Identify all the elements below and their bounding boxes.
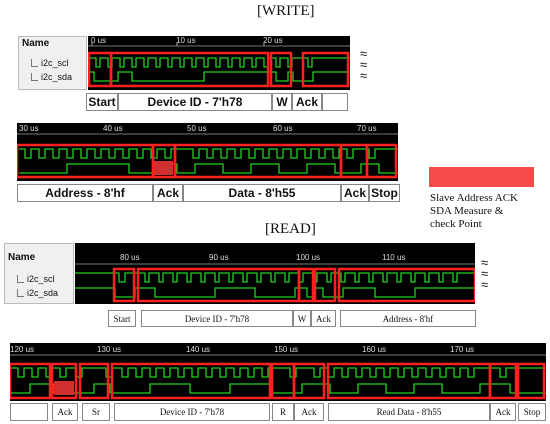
signal-icon (17, 275, 24, 283)
name-header: Name (22, 38, 50, 49)
field-ack: Ack (292, 93, 322, 111)
tick-label: 90 us (209, 253, 229, 262)
field-ack: Ack (311, 310, 336, 327)
tick-label: 10 us (176, 36, 196, 45)
tick-label: 50 us (187, 124, 207, 133)
field-address: Address - 8'hf (17, 184, 153, 202)
waveform-panel-3: 80 us 90 us 100 us 110 us (75, 243, 475, 304)
tick-label: 0 us (91, 36, 107, 45)
tick-label: 160 us (362, 345, 387, 354)
tick-label: 120 us (10, 345, 35, 354)
tick-label: 80 us (120, 253, 140, 262)
field-write-bit: W (272, 93, 292, 111)
field-address: Address - 8'hf (340, 310, 476, 327)
tick-label: 130 us (97, 345, 122, 354)
write-title: [WRITE] (257, 3, 315, 19)
waveform-traces-3 (75, 263, 475, 303)
field-ack: Ack (52, 403, 78, 421)
waveform-panel-4: 120 us 130 us 140 us 150 us 160 us 170 u… (10, 343, 546, 401)
tick-label: 70 us (357, 124, 377, 133)
field-blank (322, 93, 348, 111)
legend-text: Slave Address ACK SDA Measure & check Po… (430, 192, 518, 230)
field-ack: Ack (341, 184, 369, 202)
signal-scl-label: i2c_scl (31, 58, 69, 68)
tick-label: 20 us (263, 36, 283, 45)
signal-name-panel-3: Name i2c_scl i2c_sda (4, 243, 74, 304)
tick-label: 40 us (103, 124, 123, 133)
field-stop: Stop (369, 184, 400, 202)
waveform-traces-1 (88, 42, 350, 88)
field-device-id: Device ID - 7'h78 (118, 93, 272, 111)
signal-sda-label: i2c_sda (31, 72, 72, 82)
field-ack: Ack (294, 403, 324, 421)
tick-label: 140 us (186, 345, 211, 354)
waveform-panel-1: 0 us 10 us 20 us (88, 36, 350, 90)
signal-icon (31, 73, 38, 81)
field-start: Start (108, 310, 136, 327)
field-read-bit: R (272, 403, 294, 421)
field-ack: Ack (490, 403, 516, 421)
waveform-continuation-icon: ≈ ≈ ≈ (481, 255, 489, 292)
field-device-id: Device ID - 7'h78 (114, 403, 270, 421)
tick-label: 100 us (296, 253, 321, 262)
waveform-panel-2: 30 us 40 us 50 us 60 us 70 us (17, 123, 398, 181)
field-device-id: Device ID - 7'h78 (141, 310, 293, 327)
tick-label: 30 us (19, 124, 39, 133)
legend-swatch (429, 167, 534, 187)
signal-icon (17, 289, 24, 297)
signal-scl-label: i2c_scl (17, 274, 55, 284)
field-ack: Ack (153, 184, 183, 202)
field-read-data: Read Data - 8'h55 (328, 403, 490, 421)
signal-icon (31, 59, 38, 67)
field-data: Data - 8'h55 (183, 184, 341, 202)
tick-label: 170 us (450, 345, 475, 354)
tick-label: 150 us (274, 345, 299, 354)
field-repeated-start: Sr (82, 403, 110, 421)
name-header: Name (8, 252, 36, 263)
field-start: Start (86, 93, 118, 111)
field-write-bit: W (293, 310, 311, 327)
read-title: [READ] (265, 221, 316, 237)
field-blank (10, 403, 48, 421)
waveform-traces-4 (10, 354, 546, 400)
field-stop: Stop (518, 403, 546, 421)
tick-label: 110 us (382, 253, 406, 262)
signal-name-panel-1: Name i2c_scl i2c_sda (18, 36, 87, 90)
signal-sda-label: i2c_sda (17, 288, 58, 298)
tick-label: 60 us (273, 124, 293, 133)
waveform-continuation-icon: ≈ ≈ ≈ (360, 46, 368, 83)
waveform-traces-2 (17, 133, 398, 179)
